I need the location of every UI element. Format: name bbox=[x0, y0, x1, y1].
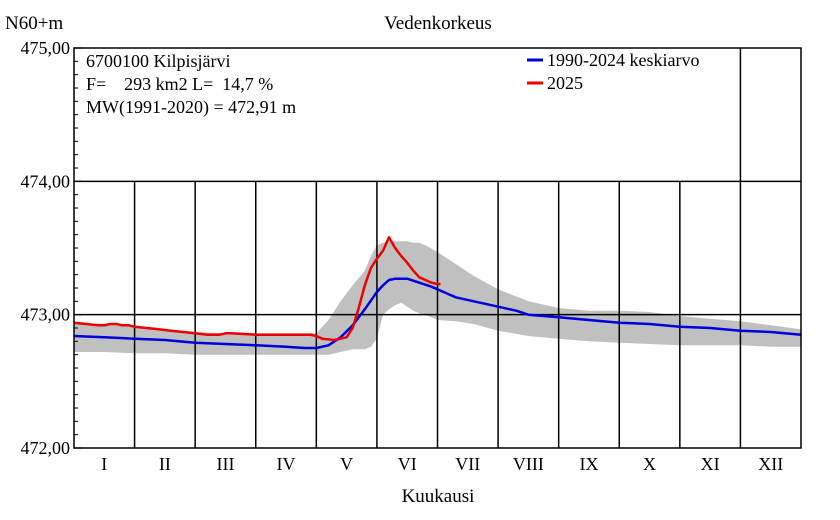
series-line-mean bbox=[73, 277, 802, 350]
mean-water-info: MW(1991-2020) = 472,91 m bbox=[86, 97, 296, 118]
y-tick-label: 472,00 bbox=[21, 438, 71, 458]
x-tick-label: V bbox=[340, 454, 353, 474]
series-line-2025 bbox=[73, 236, 441, 342]
station-name: 6700100 Kilpisjärvi bbox=[86, 51, 231, 71]
y-tick-label: 473,00 bbox=[21, 305, 71, 325]
x-tick-label: II bbox=[159, 454, 171, 474]
x-tick-label: III bbox=[216, 454, 234, 474]
x-tick-label: IX bbox=[579, 454, 598, 474]
x-tick-label: VIII bbox=[513, 454, 544, 474]
y-axis-label: N60+m bbox=[5, 13, 63, 34]
x-tick-label: I bbox=[101, 454, 107, 474]
x-axis-label: Kuukausi bbox=[402, 486, 475, 507]
x-tick-label: X bbox=[643, 454, 656, 474]
x-tick-label: VI bbox=[398, 454, 417, 474]
x-tick-label: IV bbox=[277, 454, 296, 474]
legend-label-mean: 1990-2024 keskiarvo bbox=[547, 50, 699, 70]
catchment-info: F= 293 km2 L= 14,7 % bbox=[86, 74, 273, 94]
x-tick-label: XII bbox=[758, 454, 783, 474]
y-tick-label: 475,00 bbox=[21, 38, 71, 58]
y-tick-label: 474,00 bbox=[21, 171, 71, 191]
legend-label-current: 2025 bbox=[547, 73, 583, 93]
legend: 1990-2024 keskiarvo 2025 bbox=[527, 50, 699, 93]
x-tick-label: VII bbox=[455, 454, 480, 474]
chart-title: Vedenkorkeus bbox=[384, 13, 492, 34]
x-tick-label: XI bbox=[701, 454, 720, 474]
